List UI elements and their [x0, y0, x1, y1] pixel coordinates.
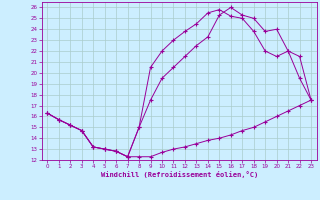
X-axis label: Windchill (Refroidissement éolien,°C): Windchill (Refroidissement éolien,°C): [100, 171, 258, 178]
